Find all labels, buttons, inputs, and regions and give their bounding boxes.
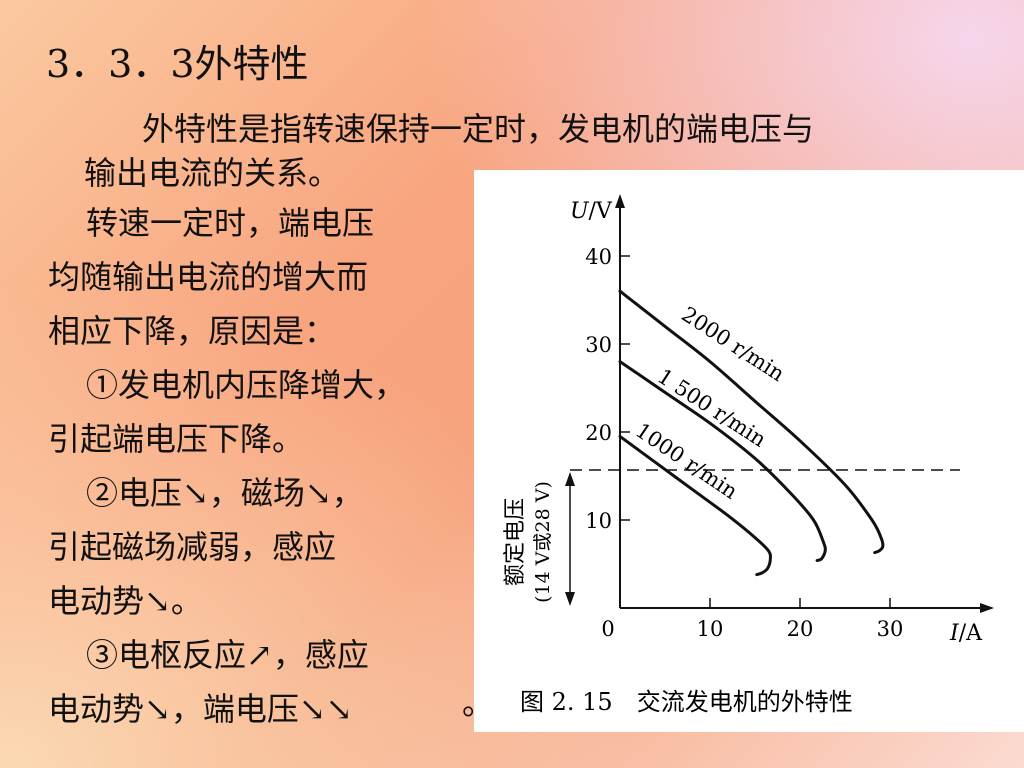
x-ticks: 0 10 20 30 [601,598,903,641]
curve-1500rpm [618,360,827,562]
y-axis-arrow [615,194,625,208]
y-tick-label: 30 [585,333,612,357]
rated-voltage-arrowhead-bottom [565,592,575,606]
rated-voltage-label: 额定电压 (14 V或28 V) [503,481,554,603]
body-line: 均随输出电流的增大而 [48,258,369,296]
body-line: 引起磁场减弱，感应 [48,528,337,566]
body-line: 电动势↘。 [48,582,203,620]
y-ticks: 10 20 30 40 [585,245,630,533]
series-label-2000: 2000 r/min [677,302,789,386]
x-tick-label: 20 [787,617,814,641]
body-line: 引起端电压下降。 [48,420,305,458]
y-tick-label: 40 [585,245,612,269]
svg-text:(14 V或28 V): (14 V或28 V) [532,481,554,603]
rated-voltage-arrowhead-top [565,472,575,486]
body-line: 相应下降，原因是： [48,312,337,350]
curve-1000rpm [618,434,772,577]
external-characteristic-chart: U/V I/A 10 20 30 40 0 10 20 30 [503,194,994,716]
body-line: ②电压↘，磁场↘， [86,474,364,512]
x-axis-arrow [980,603,994,613]
body-line: 转速一定时，端电压 [86,204,375,242]
intro-line-2: 输出电流的关系。 [84,154,341,192]
explanation-text: 转速一定时，端电压 均随输出电流的增大而 相应下降，原因是： ①发电机内压降增大… [48,196,406,736]
body-line: 电动势↘，端电压↘↘ [48,690,353,728]
x-tick-label: 0 [601,617,614,641]
series-label-1000: 1000 r/min [631,418,742,504]
x-tick-label: 30 [877,617,904,641]
trailing-period: 。 [462,684,495,722]
y-tick-label: 20 [585,421,612,445]
characteristic-figure: U/V I/A 10 20 30 40 0 10 20 30 [474,170,1024,732]
svg-text:额定电压: 额定电压 [503,498,528,586]
y-tick-label: 10 [585,509,612,533]
y-axis-label: U/V [570,199,613,224]
curve-2000rpm [618,289,885,555]
intro-line-1: 外特性是指转速保持一定时，发电机的端电压与 [142,110,815,148]
x-tick-label: 10 [697,617,724,641]
body-line: ①发电机内压降增大， [86,366,407,404]
characteristic-curves [618,289,885,577]
section-title: 3．3．3外特性 [46,42,309,86]
x-axis-label: I/A [949,621,983,646]
body-line: ③电枢反应↗，感应 [86,636,369,674]
figure-caption: 图 2. 15 交流发电机的外特性 [520,688,853,716]
